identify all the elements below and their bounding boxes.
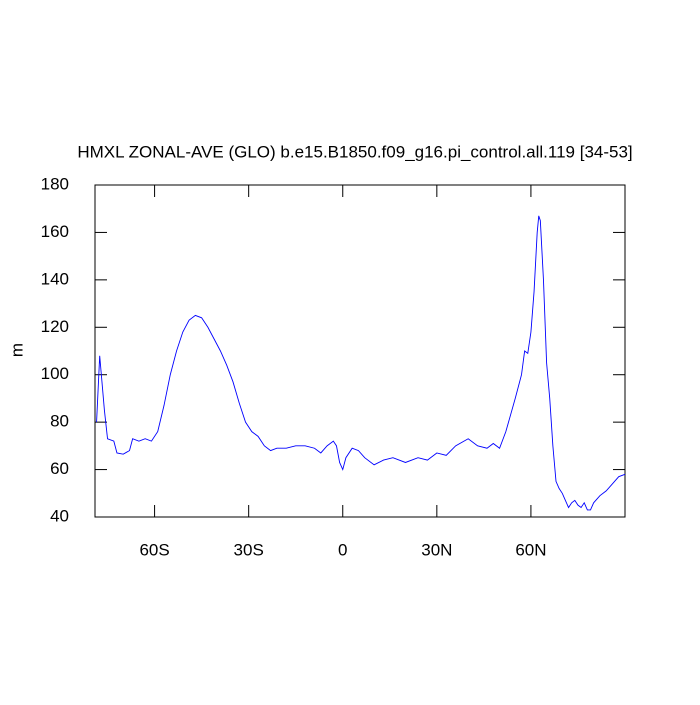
x-tick-label: 60N [515, 540, 546, 559]
y-tick-label: 40 [50, 506, 69, 525]
y-tick-label: 180 [41, 174, 69, 193]
x-tick-label: 30N [421, 540, 452, 559]
y-tick-label: 160 [41, 222, 69, 241]
y-axis-label: m [7, 343, 26, 357]
chart-title: HMXL ZONAL-AVE (GLO) b.e15.B1850.f09_g16… [77, 142, 632, 161]
x-tick-label: 0 [338, 540, 347, 559]
y-tick-label: 120 [41, 317, 69, 336]
y-tick-label: 60 [50, 459, 69, 478]
y-tick-label: 100 [41, 364, 69, 383]
plot-frame [94, 184, 626, 518]
data-line [96, 215, 626, 511]
x-tick-label: 30S [234, 540, 264, 559]
x-tick-label: 60S [139, 540, 169, 559]
y-tick-label: 80 [50, 412, 69, 431]
y-tick-label: 140 [41, 269, 69, 288]
